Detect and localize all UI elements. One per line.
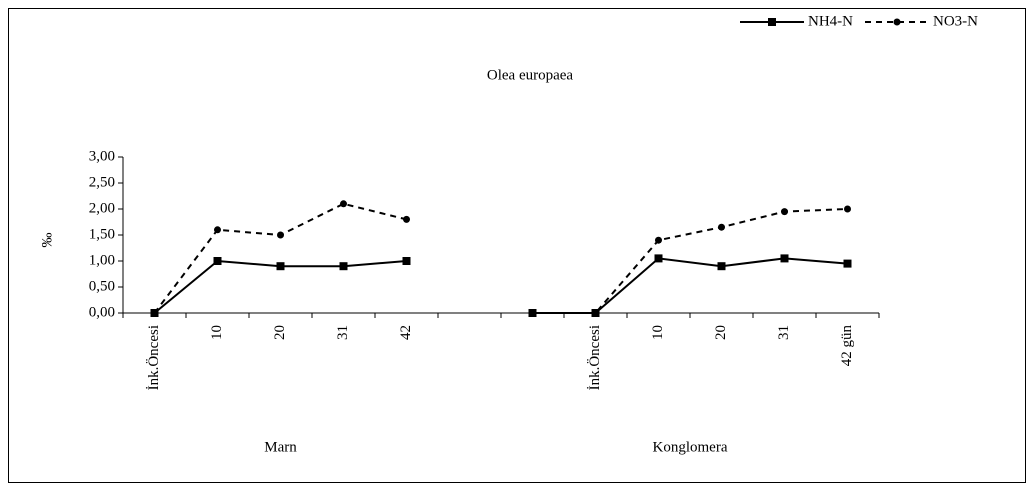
data-point <box>717 262 726 271</box>
data-point <box>339 262 348 271</box>
legend-label: NH4-N <box>808 13 853 29</box>
x-tick-label: 10 <box>209 325 225 340</box>
data-point <box>592 309 599 317</box>
y-tick-label: 1,00 <box>89 252 115 268</box>
x-tick-label: 42 <box>398 325 414 340</box>
data-point <box>151 309 158 317</box>
data-point <box>402 257 411 265</box>
y-tick-label: 3,00 <box>89 148 115 164</box>
data-point <box>654 254 663 263</box>
group-label: Konglomera <box>653 439 728 455</box>
data-point <box>844 205 851 213</box>
data-point <box>403 215 410 223</box>
series-line <box>153 257 848 314</box>
x-tick-label: 20 <box>272 325 288 340</box>
data-point <box>340 200 347 208</box>
y-tick-label: 2,00 <box>89 200 115 216</box>
x-tick-label: 20 <box>713 325 729 340</box>
legend-marker <box>768 18 776 26</box>
x-tick-label: İnk.Öncesi <box>145 325 162 390</box>
y-tick-label: 0,00 <box>89 304 115 320</box>
legend-marker <box>893 18 901 26</box>
data-point <box>718 223 725 231</box>
y-tick-label: 1,50 <box>89 226 115 242</box>
group-label: Marn <box>264 439 297 455</box>
series-line <box>153 202 848 314</box>
x-tick-label: İnk.Öncesi <box>586 325 603 390</box>
x-tick-label: 42 gün <box>839 325 855 367</box>
y-tick-label: 0,50 <box>89 278 115 294</box>
data-point <box>213 257 222 265</box>
data-point <box>780 254 789 263</box>
y-tick-label: 2,50 <box>89 174 115 190</box>
data-point <box>276 262 285 271</box>
data-point <box>781 208 788 216</box>
data-point <box>214 226 221 234</box>
frame <box>8 8 1026 483</box>
data-point <box>277 231 284 239</box>
chart-title: Olea europaea <box>487 67 574 83</box>
data-point <box>655 236 662 244</box>
legend-label: NO3-N <box>933 13 978 29</box>
data-point <box>843 259 852 268</box>
y-axis-label: ‰ <box>39 233 55 248</box>
x-tick-label: 31 <box>776 325 792 340</box>
x-tick-label: 31 <box>335 325 351 340</box>
data-point <box>529 309 536 317</box>
x-tick-label: 10 <box>650 325 666 340</box>
